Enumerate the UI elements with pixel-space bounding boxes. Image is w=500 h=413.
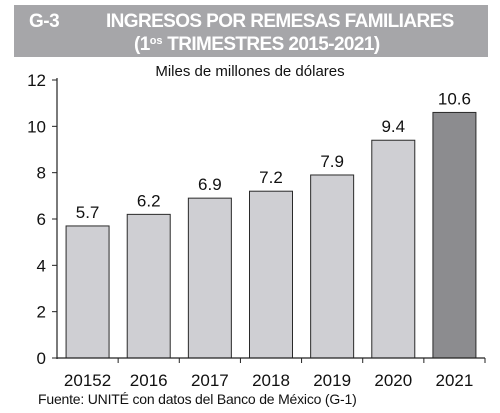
x-tick-label: 2017 bbox=[191, 371, 229, 390]
y-tick-label: 12 bbox=[27, 71, 46, 90]
bar-value-label: 6.9 bbox=[198, 175, 222, 194]
y-tick-label: 0 bbox=[37, 349, 46, 368]
bar bbox=[126, 213, 171, 359]
bar-value-label: 7.2 bbox=[259, 168, 283, 187]
bar bbox=[310, 174, 355, 359]
bars bbox=[65, 111, 477, 359]
title-line2-superscript: os bbox=[149, 35, 163, 47]
chart-code: G-3 bbox=[29, 11, 60, 32]
x-tick-label: 2021 bbox=[436, 371, 474, 390]
title-bar: G-3 INGRESOS POR REMESAS FAMILIARES (1os… bbox=[14, 5, 488, 57]
chart-title-line2: (1os TRIMESTRES 2015-2021) bbox=[134, 34, 380, 56]
x-tick-label: 2020 bbox=[374, 371, 412, 390]
bar bbox=[65, 225, 110, 359]
bar bbox=[371, 139, 416, 359]
bar-value-label: 7.9 bbox=[320, 152, 344, 171]
source-note: Fuente: UNITÉ con datos del Banco de Méx… bbox=[38, 391, 357, 407]
bar bbox=[249, 190, 293, 359]
x-tick-label: 20152 bbox=[64, 371, 111, 390]
y-tick-label: 10 bbox=[27, 117, 46, 136]
bar-value-label: 5.7 bbox=[76, 203, 100, 222]
title-line2-prefix: (1 bbox=[134, 34, 150, 55]
y-tick-label: 4 bbox=[37, 256, 46, 275]
value-labels: 5.7 6.2 6.9 7.2 7.9 9.4 10.6 bbox=[76, 89, 471, 222]
units-label: Miles de millones de dólares bbox=[155, 63, 345, 80]
x-tick-label: 2018 bbox=[252, 371, 290, 390]
x-tick-label: 2016 bbox=[130, 371, 168, 390]
bar-value-label: 6.2 bbox=[137, 191, 161, 210]
y-tick-label: 2 bbox=[37, 303, 46, 322]
y-tick-label: 8 bbox=[37, 164, 46, 183]
y-tick-label: 6 bbox=[37, 210, 46, 229]
title-line2-rest: TRIMESTRES 2015-2021) bbox=[162, 34, 380, 55]
x-axis: 20152 2016 2017 2018 2019 2020 2021 bbox=[57, 357, 486, 390]
bar bbox=[432, 111, 477, 359]
y-axis: 0 2 4 6 8 10 12 bbox=[27, 71, 58, 368]
x-tick-label: 2019 bbox=[313, 371, 351, 390]
bar-value-label: 10.6 bbox=[438, 89, 471, 108]
bar bbox=[187, 197, 232, 359]
chart-title-line1: INGRESOS POR REMESAS FAMILIARES bbox=[106, 11, 454, 32]
bar-value-label: 9.4 bbox=[381, 117, 405, 136]
